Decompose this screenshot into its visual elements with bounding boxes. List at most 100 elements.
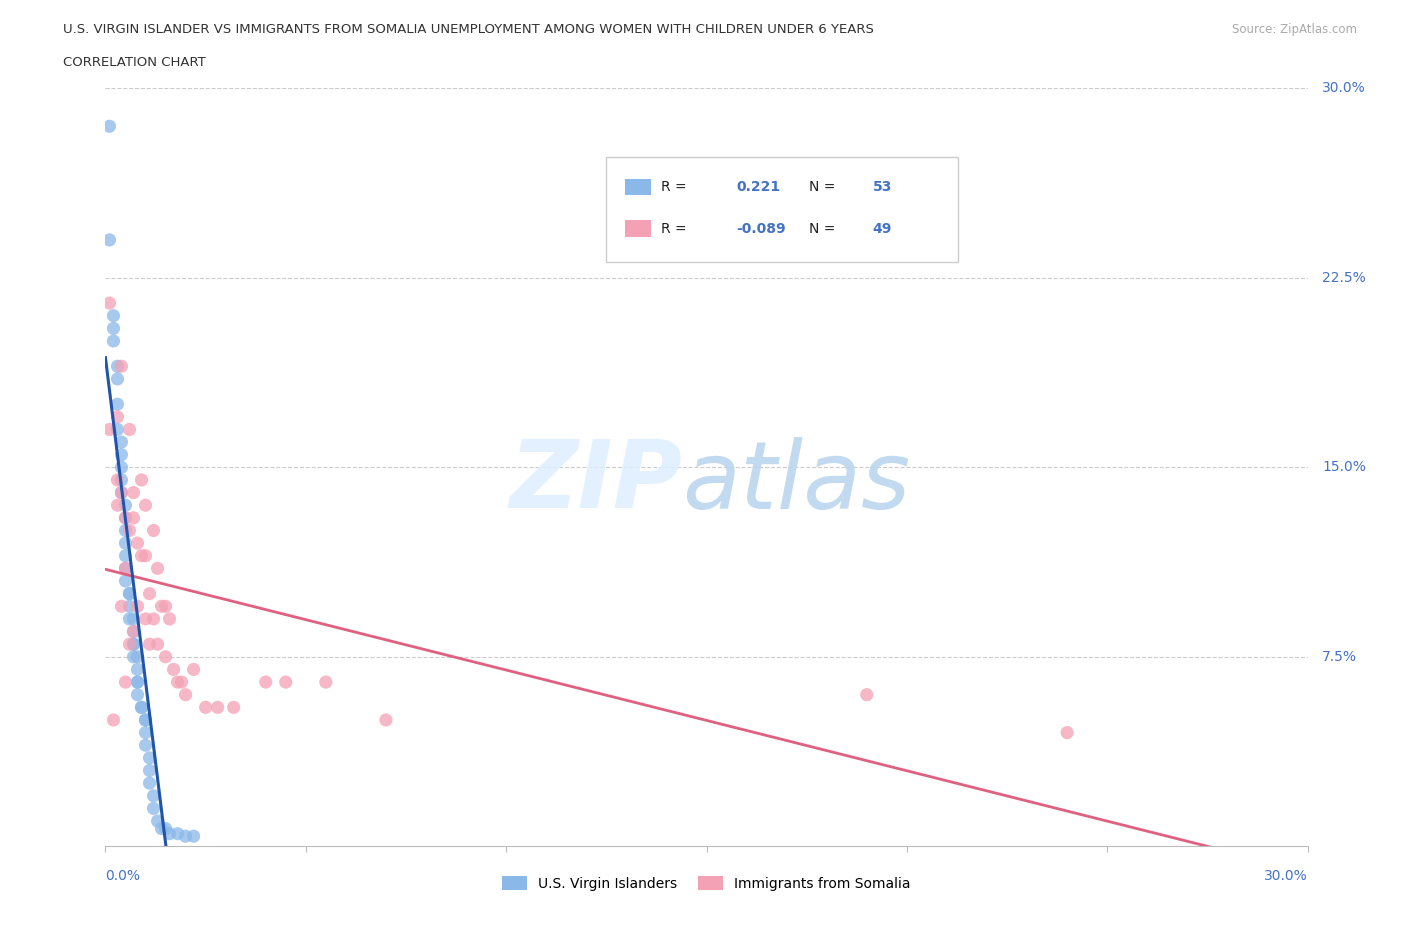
- Point: [174, 687, 197, 702]
- Point: [127, 599, 149, 614]
- Point: [194, 700, 217, 715]
- Point: [131, 472, 153, 487]
- FancyBboxPatch shape: [624, 220, 651, 237]
- Point: [135, 737, 157, 752]
- Text: CORRELATION CHART: CORRELATION CHART: [63, 56, 207, 69]
- Point: [183, 829, 205, 844]
- Text: atlas: atlas: [682, 437, 911, 528]
- Point: [142, 801, 165, 816]
- Point: [107, 498, 129, 512]
- Point: [122, 485, 145, 500]
- Point: [118, 637, 141, 652]
- Text: 15.0%: 15.0%: [1322, 460, 1365, 474]
- Point: [114, 536, 136, 551]
- Text: N =: N =: [808, 221, 839, 235]
- Text: -0.089: -0.089: [737, 221, 786, 235]
- Point: [131, 700, 153, 715]
- Point: [122, 637, 145, 652]
- Point: [114, 561, 136, 576]
- Point: [135, 549, 157, 564]
- Point: [146, 561, 169, 576]
- Text: 7.5%: 7.5%: [1322, 650, 1357, 664]
- Point: [107, 409, 129, 424]
- Point: [110, 447, 132, 462]
- Point: [118, 612, 141, 627]
- Text: ZIP: ZIP: [509, 436, 682, 528]
- Text: N =: N =: [808, 179, 839, 193]
- Point: [103, 334, 125, 349]
- Point: [127, 649, 149, 664]
- Legend: U.S. Virgin Islanders, Immigrants from Somalia: U.S. Virgin Islanders, Immigrants from S…: [496, 870, 917, 897]
- Point: [162, 662, 184, 677]
- Text: U.S. VIRGIN ISLANDER VS IMMIGRANTS FROM SOMALIA UNEMPLOYMENT AMONG WOMEN WITH CH: U.S. VIRGIN ISLANDER VS IMMIGRANTS FROM …: [63, 23, 875, 36]
- Point: [122, 649, 145, 664]
- Point: [118, 586, 141, 601]
- Point: [127, 674, 149, 689]
- FancyBboxPatch shape: [624, 179, 651, 195]
- Point: [114, 574, 136, 589]
- Point: [127, 687, 149, 702]
- Point: [207, 700, 229, 715]
- Text: R =: R =: [661, 179, 690, 193]
- Point: [166, 674, 188, 689]
- Point: [122, 624, 145, 639]
- Point: [135, 712, 157, 727]
- Text: 49: 49: [872, 221, 891, 235]
- Point: [107, 422, 129, 437]
- Point: [315, 674, 337, 689]
- Point: [118, 523, 141, 538]
- Point: [127, 662, 149, 677]
- Point: [138, 763, 160, 777]
- Point: [114, 674, 136, 689]
- Point: [146, 637, 169, 652]
- Text: 22.5%: 22.5%: [1322, 271, 1365, 285]
- Point: [122, 612, 145, 627]
- Point: [110, 485, 132, 500]
- Point: [159, 612, 181, 627]
- Point: [127, 674, 149, 689]
- Point: [114, 498, 136, 512]
- Point: [103, 712, 125, 727]
- Point: [98, 232, 121, 247]
- Point: [135, 612, 157, 627]
- Point: [114, 523, 136, 538]
- Point: [222, 700, 245, 715]
- Point: [98, 119, 121, 134]
- Point: [142, 789, 165, 804]
- Point: [166, 826, 188, 841]
- Point: [155, 821, 177, 836]
- Point: [114, 511, 136, 525]
- Point: [138, 637, 160, 652]
- Point: [274, 674, 297, 689]
- Point: [138, 586, 160, 601]
- Point: [1056, 725, 1078, 740]
- Point: [110, 434, 132, 449]
- Point: [146, 814, 169, 829]
- Point: [110, 359, 132, 374]
- Point: [170, 674, 193, 689]
- Point: [159, 826, 181, 841]
- Point: [118, 599, 141, 614]
- Point: [118, 422, 141, 437]
- Point: [103, 309, 125, 324]
- Point: [254, 674, 277, 689]
- Point: [183, 662, 205, 677]
- Text: 0.221: 0.221: [737, 179, 780, 193]
- Point: [135, 725, 157, 740]
- Point: [155, 599, 177, 614]
- Point: [114, 549, 136, 564]
- Point: [131, 549, 153, 564]
- Point: [174, 829, 197, 844]
- Point: [110, 599, 132, 614]
- Point: [107, 359, 129, 374]
- Point: [138, 751, 160, 765]
- Point: [114, 511, 136, 525]
- Point: [855, 687, 877, 702]
- Point: [127, 536, 149, 551]
- Text: Source: ZipAtlas.com: Source: ZipAtlas.com: [1232, 23, 1357, 36]
- Point: [138, 776, 160, 790]
- Point: [150, 599, 173, 614]
- Point: [103, 321, 125, 336]
- Point: [114, 561, 136, 576]
- Point: [118, 586, 141, 601]
